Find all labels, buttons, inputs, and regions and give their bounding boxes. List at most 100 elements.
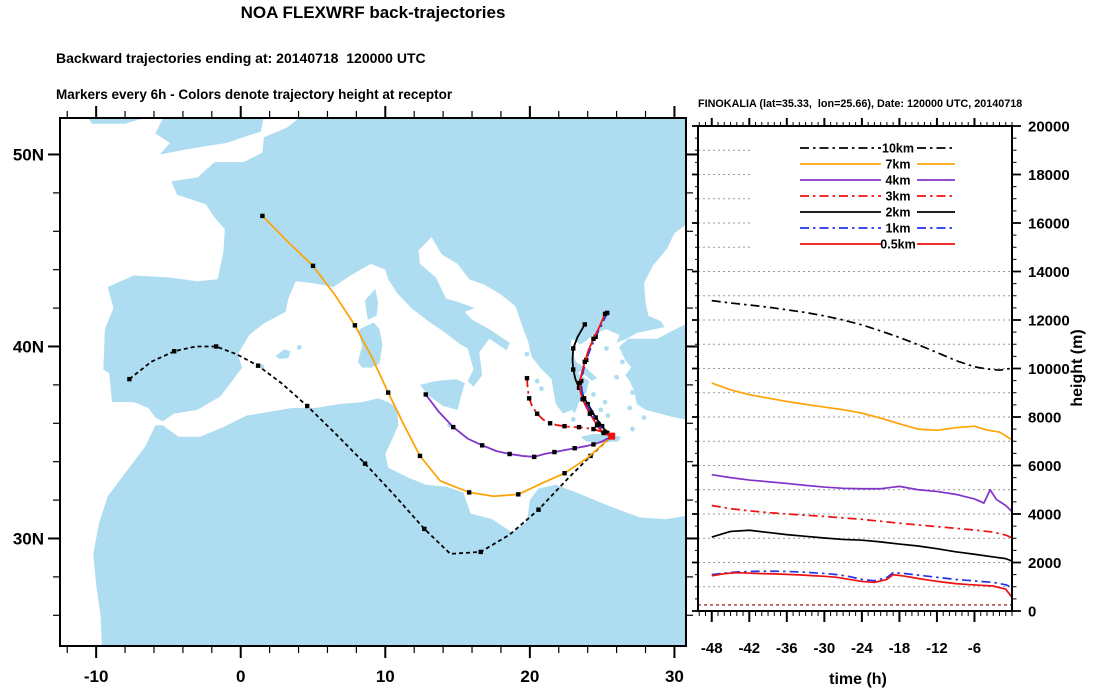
trajectory-marker-6h [260,213,265,219]
trajectory-marker-6h [599,423,605,429]
trajectory-marker-6h [423,392,428,397]
trajectory-marker-6h [385,390,391,395]
trajectory-marker-6h [478,549,483,555]
trajectory-marker-6h [587,411,593,416]
trajectory-marker-6h [479,443,485,448]
land-mallorca [275,349,291,359]
time-tick-label: -6 [968,640,981,657]
height-curve-10km [711,299,1012,372]
legend-label-2km: 2km [885,206,910,220]
time-axis-label: time (h) [829,671,887,688]
trajectory-marker-6h [466,490,472,495]
trajectory-marker-6h [572,446,577,451]
trajectory-marker-6h [213,344,219,349]
land-sicily [419,379,465,410]
subtitle-markers-info: Markers every 6h - Colors denote traject… [56,87,453,102]
time-tick-label: -24 [851,640,873,657]
profile-ticks [692,118,1021,622]
trajectory-marker-6h [547,421,553,426]
height-tick-label: 2000 [1028,555,1061,572]
height-tick-label: 20000 [1028,119,1070,136]
height-curve-2km [711,529,1012,562]
trajectory-marker-6h [562,471,567,476]
map-lon-tick-label: 10 [376,667,395,686]
legend-label-4km: 4km [885,174,910,188]
trajectory-marker-6h [362,461,368,466]
land-north-africa [93,398,686,646]
trajectory-marker-6h [576,385,582,390]
land-anatolia [619,324,686,420]
trajectory-3km [526,378,613,437]
height-tick-label: 18000 [1028,167,1070,184]
map-region [60,118,686,646]
trajectory-marker-6h [507,451,512,457]
land-corsica [365,288,379,320]
trajectory-marker-6h [534,411,540,416]
map-frame [59,117,687,647]
map-lat-tick-label: 50N [13,145,44,164]
time-tick-label: -18 [889,640,911,657]
land-britain [155,118,264,155]
map-lon-tick-label: 20 [520,667,539,686]
land-small-island [630,426,635,432]
trajectory-marker-6h [593,415,598,420]
trajectory-marker-6h [591,442,596,447]
land-small-island [570,417,576,422]
land-small-island [614,374,620,380]
height-tick-label: 0 [1028,604,1036,621]
land-europe-mainland [103,118,686,422]
map-lon-tick-label: -10 [84,667,109,686]
receptor-marker [608,432,616,440]
legend-label-7km: 7km [885,158,910,172]
height-tick-label: 4000 [1028,507,1061,524]
land-small-island [524,351,530,357]
height-tick-label: 10000 [1028,361,1070,378]
trajectory-marker-6h [591,336,596,341]
trajectory-marker-6h [577,380,582,386]
map-lon-tick-label: 30 [665,667,684,686]
height-curve-0.5km [711,571,1012,598]
trajectory-marker-6h [571,346,576,351]
time-tick-label: -30 [814,640,836,657]
trajectory-marker-6h [601,430,606,436]
trajectory-marker-6h [172,349,177,354]
land-small-island [539,386,544,392]
trajectory-marker-6h [516,492,521,497]
height-curve-1km [711,570,1012,589]
trajectory-marker-6h [582,359,587,365]
legend-label-0.5km: 0.5km [880,238,915,252]
main-title: NOA FLEXWRF back-trajectories [240,3,506,22]
trajectory-marker-6h [562,423,567,429]
land-sardinia [357,322,383,368]
legend-label-3km: 3km [885,190,910,204]
land-ireland [88,118,145,124]
height-tick-label: 12000 [1028,313,1070,330]
trajectory-marker-6h [576,424,582,430]
land-small-island [604,346,609,351]
land-small-island [619,359,625,365]
height-tick-label: 14000 [1028,264,1070,281]
land-small-island [591,392,596,397]
time-tick-label: -36 [776,640,798,657]
land-small-island [296,345,302,350]
trajectory-marker-6h [536,507,541,512]
profile-panel-title: FINOKALIA (lat=35.33, lon=25.66), Date: … [698,98,1023,110]
trajectory-marker-6h [305,403,310,409]
trajectory-marker-6h [602,311,608,317]
trajectory-marker-6h [582,322,587,327]
time-tick-label: -48 [701,640,723,657]
trajectory-marker-6h [591,426,596,432]
land-small-island [598,407,604,413]
trajectory-marker-6h [594,423,600,428]
trajectory-marker-6h [531,454,537,460]
land-small-island [259,364,265,370]
legend: 10km 7km 4km 3km 2km 1km 0.5km [800,142,955,252]
height-tick-label: 16000 [1028,216,1070,233]
land-small-island [641,415,647,420]
trajectory-marker-6h [571,367,576,372]
trajectory-marker-6h [127,376,132,382]
trajectory-marker-6h [552,449,557,455]
land-small-island [534,378,540,384]
time-tick-label: -42 [738,640,760,657]
